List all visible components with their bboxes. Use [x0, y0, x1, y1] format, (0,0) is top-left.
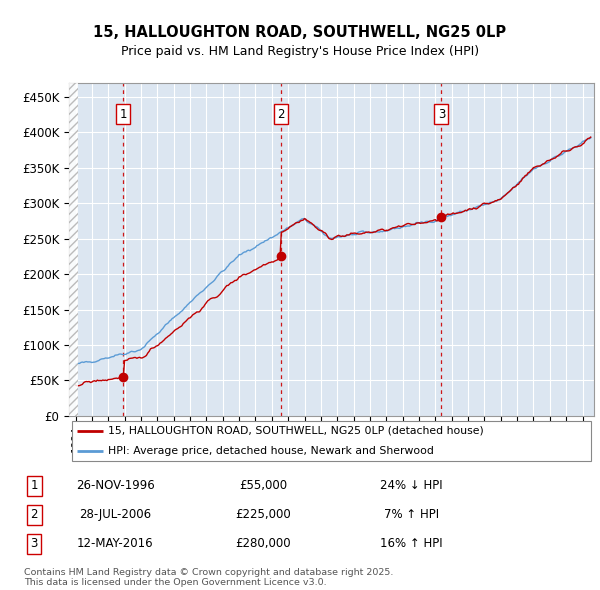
Text: £280,000: £280,000: [236, 537, 291, 550]
Text: 3: 3: [31, 537, 38, 550]
Text: £55,000: £55,000: [239, 479, 287, 492]
Text: 2: 2: [278, 108, 285, 121]
FancyBboxPatch shape: [71, 421, 592, 461]
Text: 15, HALLOUGHTON ROAD, SOUTHWELL, NG25 0LP (detached house): 15, HALLOUGHTON ROAD, SOUTHWELL, NG25 0L…: [109, 426, 484, 436]
Text: Price paid vs. HM Land Registry's House Price Index (HPI): Price paid vs. HM Land Registry's House …: [121, 45, 479, 58]
Text: 15, HALLOUGHTON ROAD, SOUTHWELL, NG25 0LP: 15, HALLOUGHTON ROAD, SOUTHWELL, NG25 0L…: [94, 25, 506, 40]
Text: HPI: Average price, detached house, Newark and Sherwood: HPI: Average price, detached house, Newa…: [109, 446, 434, 456]
Text: 7% ↑ HPI: 7% ↑ HPI: [384, 508, 439, 522]
Text: Contains HM Land Registry data © Crown copyright and database right 2025.
This d: Contains HM Land Registry data © Crown c…: [24, 568, 394, 587]
Text: 1: 1: [31, 479, 38, 492]
Text: 28-JUL-2006: 28-JUL-2006: [79, 508, 151, 522]
Bar: [69, 83, 78, 416]
Text: 12-MAY-2016: 12-MAY-2016: [77, 537, 154, 550]
Text: £225,000: £225,000: [236, 508, 291, 522]
Text: 1: 1: [119, 108, 127, 121]
Text: 26-NOV-1996: 26-NOV-1996: [76, 479, 155, 492]
Text: 16% ↑ HPI: 16% ↑ HPI: [380, 537, 443, 550]
Text: 2: 2: [31, 508, 38, 522]
Text: 24% ↓ HPI: 24% ↓ HPI: [380, 479, 443, 492]
Text: 3: 3: [438, 108, 445, 121]
